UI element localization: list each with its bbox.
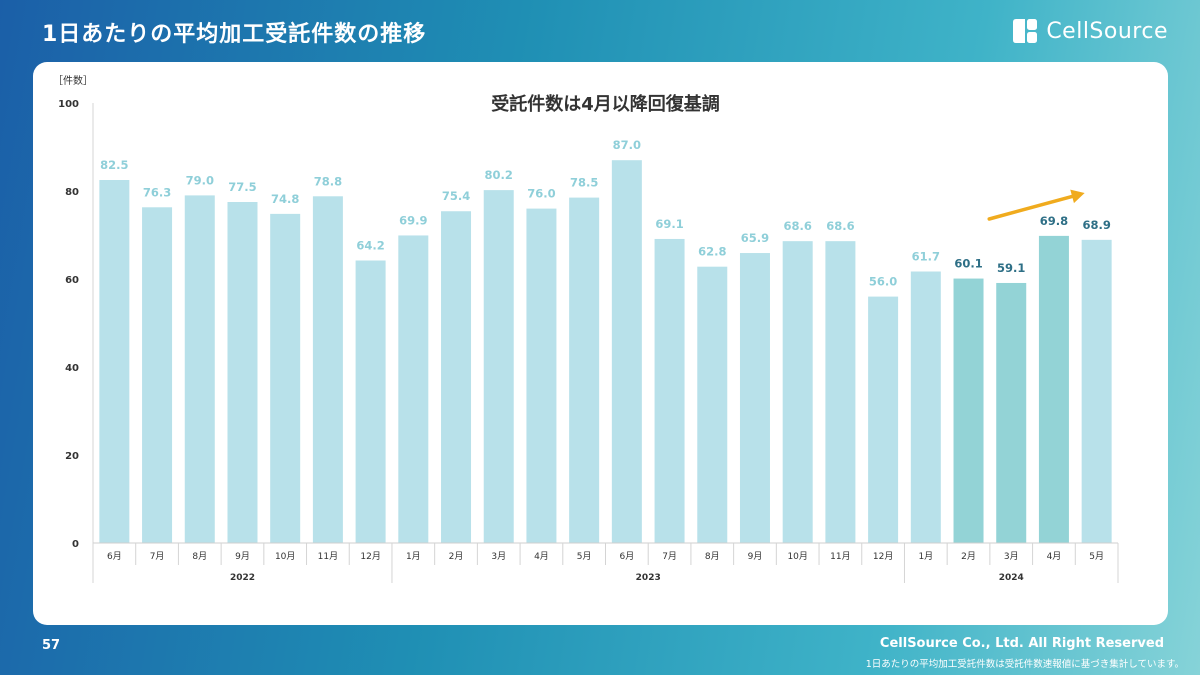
bar xyxy=(1081,239,1112,543)
bar xyxy=(1038,235,1069,543)
footnote: 1日あたりの平均加工受託件数は受託件数速報値に基づき集計しています。 xyxy=(865,659,1184,670)
bar xyxy=(526,208,557,543)
x-tick-label: 2月 xyxy=(961,551,976,562)
page-number: 57 xyxy=(42,638,61,653)
y-tick-label: 0 xyxy=(72,539,79,550)
trend-arrow-head xyxy=(1070,189,1085,204)
data-label: 59.1 xyxy=(997,261,1025,275)
bar xyxy=(227,202,258,543)
y-tick-label: 60 xyxy=(65,275,79,286)
y-tick-label: 80 xyxy=(65,187,79,198)
x-tick-label: 8月 xyxy=(192,551,207,562)
x-tick-label: 8月 xyxy=(705,551,720,562)
cellsource-logo-icon xyxy=(1013,19,1038,43)
bar xyxy=(868,296,899,543)
x-tick-label: 3月 xyxy=(1004,551,1019,562)
y-tick-label: 40 xyxy=(65,363,79,374)
data-label: 82.5 xyxy=(100,158,128,172)
y-tick-label: 100 xyxy=(58,99,79,110)
x-tick-label: 10月 xyxy=(275,551,295,562)
data-label: 87.0 xyxy=(613,138,641,152)
data-label: 69.1 xyxy=(655,217,683,231)
bar xyxy=(654,238,685,543)
data-label: 68.6 xyxy=(784,219,812,233)
data-label: 75.4 xyxy=(442,189,470,203)
chart-card: 受託件数は4月以降回復基調 ［件数］ 0 20 40 60 80 100 82.5 76.3 79.… xyxy=(33,62,1168,625)
bar xyxy=(142,207,173,543)
trend-arrow-line xyxy=(987,193,1077,221)
data-label: 61.7 xyxy=(912,250,940,264)
x-tick-label: 11月 xyxy=(318,551,338,562)
bar xyxy=(483,190,514,543)
year-group-label: 2024 xyxy=(999,573,1024,583)
chart-title: 受託件数は4月以降回復基調 xyxy=(491,93,720,115)
data-label: 64.2 xyxy=(356,239,384,253)
bar xyxy=(739,253,770,544)
data-label: 56.0 xyxy=(869,275,897,289)
data-label: 76.0 xyxy=(527,187,555,201)
data-label: 69.9 xyxy=(399,213,427,227)
data-label: 80.2 xyxy=(485,168,513,182)
bar xyxy=(697,266,728,543)
x-tick-label: 5月 xyxy=(1089,551,1104,562)
slide-title: 1日あたりの平均加工受託件数の推移 xyxy=(42,22,427,47)
x-tick-label: 10月 xyxy=(787,551,807,562)
x-tick-label: 4月 xyxy=(1047,551,1062,562)
x-tick-label: 5月 xyxy=(577,551,592,562)
x-tick-label: 12月 xyxy=(873,551,893,562)
bar xyxy=(782,241,813,543)
bar xyxy=(184,195,215,543)
year-group-label: 2022 xyxy=(230,573,255,583)
bar-chart: 受託件数は4月以降回復基調 ［件数］ 0 20 40 60 80 100 82.5 76.3 79.… xyxy=(53,74,1119,583)
cellsource-logo: CellSource xyxy=(1012,18,1168,44)
bar xyxy=(611,160,642,543)
x-tick-label: 7月 xyxy=(662,551,677,562)
x-tick-label: 6月 xyxy=(619,551,634,562)
data-label: 74.8 xyxy=(271,192,299,206)
x-tick-label: 9月 xyxy=(748,551,763,562)
bar xyxy=(910,271,941,543)
data-label: 79.0 xyxy=(186,173,214,187)
bar xyxy=(312,196,343,543)
bar xyxy=(953,278,984,543)
x-tick-label: 11月 xyxy=(830,551,850,562)
bar xyxy=(355,260,386,543)
x-tick-label: 4月 xyxy=(534,551,549,562)
data-label: 77.5 xyxy=(228,180,256,194)
data-label: 78.5 xyxy=(570,176,598,190)
bar xyxy=(398,235,429,543)
bar xyxy=(569,197,600,543)
logo-text: CellSource xyxy=(1046,18,1168,44)
data-label: 65.9 xyxy=(741,231,769,245)
bar xyxy=(825,241,856,543)
x-tick-label: 7月 xyxy=(150,551,165,562)
data-label: 62.8 xyxy=(698,245,726,259)
x-tick-label: 1月 xyxy=(406,551,421,562)
bar xyxy=(441,211,472,544)
bar xyxy=(996,282,1027,543)
x-tick-label: 12月 xyxy=(360,551,380,562)
data-label: 76.3 xyxy=(143,185,171,199)
x-tick-label: 6月 xyxy=(107,551,122,562)
x-tick-label: 9月 xyxy=(235,551,250,562)
data-label: 60.1 xyxy=(954,257,982,271)
x-tick-label: 1月 xyxy=(918,551,933,562)
year-group-label: 2023 xyxy=(636,573,661,583)
copyright: CellSource Co., Ltd. All Right Reserved xyxy=(879,636,1164,651)
data-label: 68.6 xyxy=(826,219,854,233)
y-axis-label: ［件数］ xyxy=(53,74,93,87)
x-tick-label: 2月 xyxy=(449,551,464,562)
y-tick-label: 20 xyxy=(65,451,79,462)
bar xyxy=(99,180,130,543)
data-label: 69.8 xyxy=(1040,214,1068,228)
data-label: 78.8 xyxy=(314,174,342,188)
bar xyxy=(270,213,301,543)
data-label: 68.9 xyxy=(1082,218,1110,232)
x-tick-label: 3月 xyxy=(491,551,506,562)
